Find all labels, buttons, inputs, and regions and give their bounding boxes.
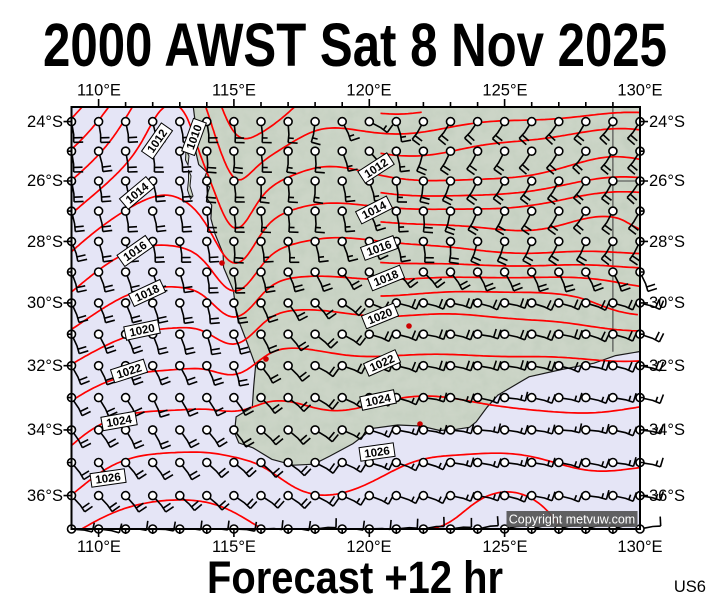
svg-text:1026: 1026 bbox=[95, 471, 122, 486]
svg-text:28°S: 28°S bbox=[649, 233, 685, 251]
svg-text:Forecast +12 hr: Forecast +12 hr bbox=[207, 552, 503, 600]
svg-text:34°S: 34°S bbox=[27, 421, 63, 439]
svg-text:2000 AWST Sat 8 Nov 2025: 2000 AWST Sat 8 Nov 2025 bbox=[43, 11, 667, 79]
svg-text:125°E: 125°E bbox=[482, 82, 527, 100]
svg-text:26°S: 26°S bbox=[27, 172, 63, 190]
svg-text:110°E: 110°E bbox=[77, 538, 121, 556]
svg-text:24°S: 24°S bbox=[649, 113, 685, 131]
svg-text:28°S: 28°S bbox=[27, 233, 63, 251]
svg-text:24°S: 24°S bbox=[27, 113, 63, 131]
svg-text:30°S: 30°S bbox=[27, 294, 63, 312]
svg-text:130°E: 130°E bbox=[617, 538, 662, 556]
svg-text:34°S: 34°S bbox=[649, 421, 685, 439]
svg-text:115°E: 115°E bbox=[212, 82, 256, 100]
svg-text:Copyright metvuw.com: Copyright metvuw.com bbox=[509, 513, 635, 527]
svg-text:1024: 1024 bbox=[106, 414, 134, 430]
svg-text:30°S: 30°S bbox=[649, 294, 685, 312]
svg-text:1026: 1026 bbox=[364, 445, 391, 460]
svg-text:1020: 1020 bbox=[128, 322, 156, 339]
svg-text:36°S: 36°S bbox=[27, 487, 63, 505]
svg-text:125°E: 125°E bbox=[482, 538, 527, 556]
svg-text:120°E: 120°E bbox=[346, 82, 391, 100]
svg-text:32°S: 32°S bbox=[649, 357, 685, 375]
svg-text:32°S: 32°S bbox=[27, 357, 63, 375]
svg-text:130°E: 130°E bbox=[617, 82, 662, 100]
svg-text:36°S: 36°S bbox=[649, 487, 685, 505]
svg-text:120°E: 120°E bbox=[346, 538, 391, 556]
svg-text:26°S: 26°S bbox=[649, 172, 685, 190]
svg-text:110°E: 110°E bbox=[77, 82, 121, 100]
svg-text:1024: 1024 bbox=[364, 392, 392, 409]
svg-text:115°E: 115°E bbox=[212, 538, 256, 556]
svg-text:US6: US6 bbox=[674, 578, 706, 596]
